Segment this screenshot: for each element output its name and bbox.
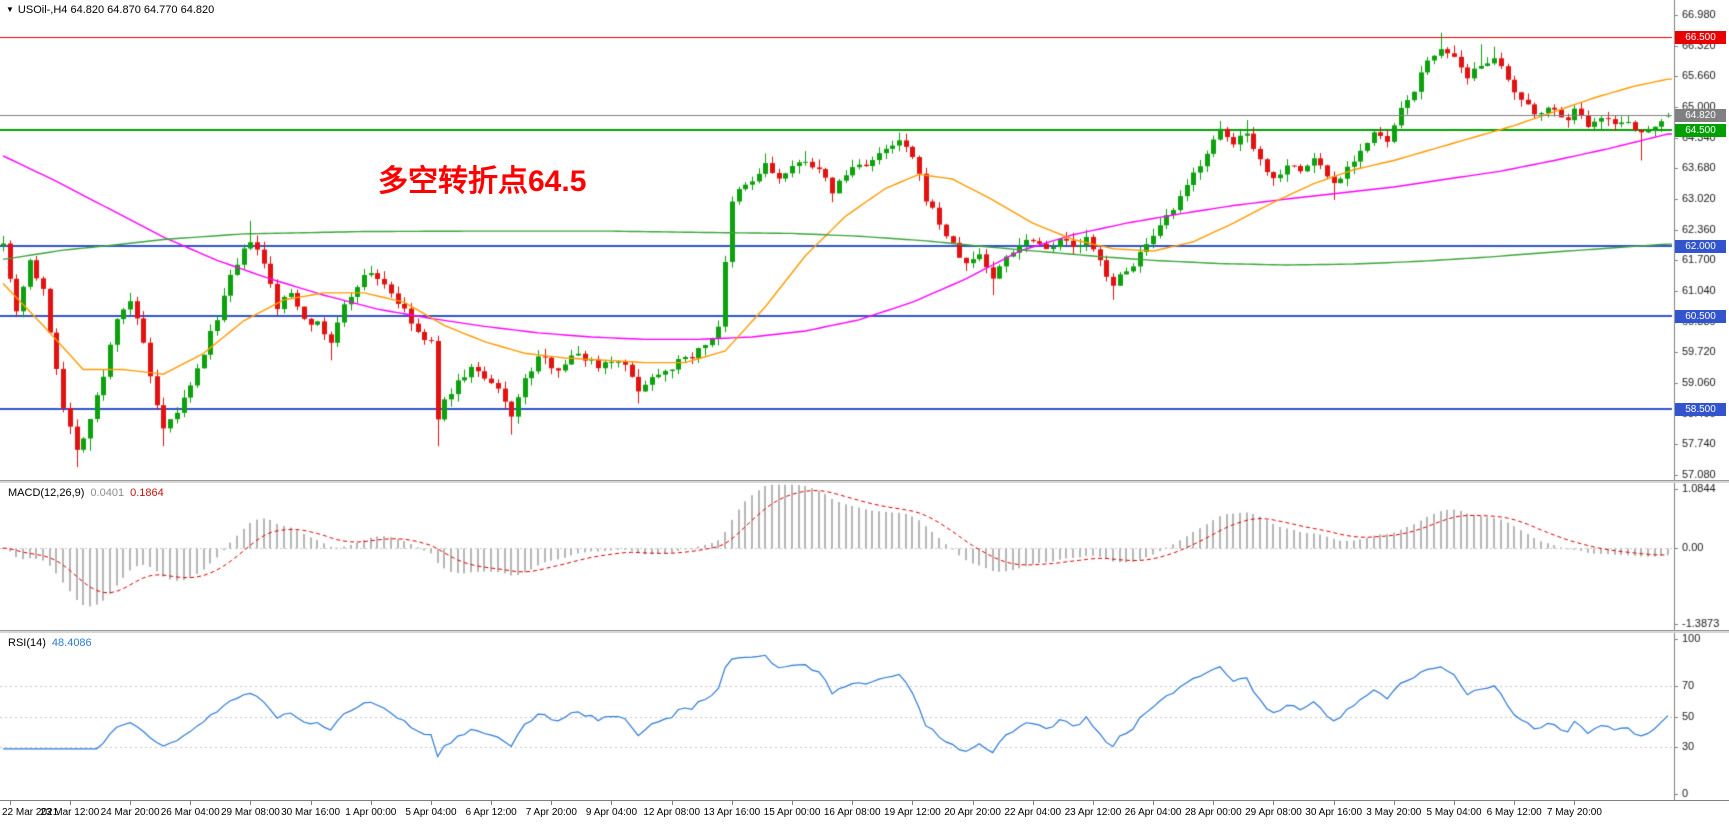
- price-tag-bid: 64.820: [1675, 108, 1726, 122]
- time-label: 5 May 04:00: [1426, 807, 1482, 818]
- time-label: 7 Apr 20:00: [525, 807, 577, 818]
- time-axis-tick: [611, 801, 612, 805]
- time-axis-tick: [190, 801, 191, 805]
- time-axis-tick: [1514, 801, 1515, 805]
- time-axis-tick: [311, 801, 312, 805]
- time-label: 13 Apr 16:00: [703, 807, 761, 818]
- rsi-label: RSI(14) 48.4086: [8, 637, 92, 649]
- time-label: 7 May 20:00: [1546, 807, 1602, 818]
- price-tag-64.500: 64.500: [1675, 123, 1726, 137]
- time-label: 22 Mar 2021: [2, 807, 59, 818]
- time-label: 28 Apr 00:00: [1184, 807, 1242, 818]
- time-axis-tick: [371, 801, 372, 805]
- time-label: 20 Apr 20:00: [944, 807, 1001, 818]
- time-axis[interactable]: 22 Mar 2021 23 Mar 12:00 24 Mar 20:00 26 Ma…: [0, 800, 1729, 827]
- panel-splitter-macd[interactable]: [0, 480, 1729, 483]
- time-axis-tick: [973, 801, 974, 805]
- panel-splitter-rsi[interactable]: [0, 630, 1729, 633]
- time-label: 15 Apr 00:00: [763, 807, 821, 818]
- time-label: 30 Mar 16:00: [281, 807, 341, 818]
- price-tag-62.000: 62.000: [1675, 239, 1726, 253]
- time-label: 12 Apr 08:00: [643, 807, 701, 818]
- price-tag-58.500: 58.500: [1675, 402, 1726, 416]
- time-label: 30 Apr 16:00: [1305, 807, 1363, 818]
- time-label: 24 Mar 20:00: [100, 807, 160, 818]
- time-label: 19 Apr 12:00: [884, 807, 941, 818]
- time-axis-tick: [10, 801, 11, 805]
- time-label: 5 Apr 04:00: [405, 807, 457, 818]
- time-axis-tick: [1213, 801, 1214, 805]
- time-label: 1 Apr 00:00: [345, 807, 397, 818]
- chart-title: ▼ USOil-,H4 64.820 64.870 64.770 64.820: [6, 4, 214, 16]
- time-label: 26 Mar 04:00: [160, 807, 220, 818]
- time-axis-tick: [1574, 801, 1575, 805]
- time-label: 9 Apr 04:00: [585, 807, 638, 818]
- time-label: 6 May 12:00: [1486, 807, 1542, 818]
- macd-label: MACD(12,26,9) 0.0401 0.1864: [8, 487, 164, 499]
- macd-signal-value: 0.1864: [130, 487, 164, 499]
- time-axis-tick: [1153, 801, 1154, 805]
- time-axis-tick: [551, 801, 552, 805]
- price-tag-66.500: 66.500: [1675, 30, 1726, 44]
- time-label: 29 Apr 08:00: [1245, 807, 1302, 818]
- time-label: 6 Apr 12:00: [465, 807, 517, 818]
- chart-annotation[interactable]: 多空转折点64.5: [378, 165, 587, 198]
- time-axis-tick: [732, 801, 733, 805]
- time-axis-tick: [852, 801, 853, 805]
- time-axis-tick: [1454, 801, 1455, 805]
- time-axis-tick: [792, 801, 793, 805]
- time-axis-tick: [1033, 801, 1034, 805]
- time-axis-tick: [1273, 801, 1274, 805]
- time-axis-tick: [70, 801, 71, 805]
- time-label: 29 Mar 08:00: [220, 807, 280, 818]
- time-axis-tick: [250, 801, 251, 805]
- symbol-marker-icon: ▼: [6, 5, 14, 14]
- time-axis-tick: [130, 801, 131, 805]
- rsi-value: 48.4086: [51, 637, 92, 649]
- time-axis-tick: [1394, 801, 1395, 805]
- time-axis-tick: [1093, 801, 1094, 805]
- price-tag-60.500: 60.500: [1675, 309, 1726, 323]
- time-axis-tick: [431, 801, 432, 805]
- chart-canvas[interactable]: [0, 0, 1729, 800]
- macd-main-value: 0.0401: [90, 487, 125, 499]
- rsi-name: RSI(14): [8, 637, 46, 649]
- time-label: 26 Apr 04:00: [1124, 807, 1182, 818]
- time-axis-tick: [672, 801, 673, 805]
- time-label: 23 Mar 12:00: [40, 807, 100, 818]
- time-axis-tick: [1334, 801, 1335, 805]
- macd-name: MACD(12,26,9): [8, 487, 85, 499]
- time-axis-tick: [491, 801, 492, 805]
- time-label: 22 Apr 04:00: [1004, 807, 1062, 818]
- chart-title-text: USOil-,H4 64.820 64.870 64.770 64.820: [17, 4, 215, 16]
- time-label: 3 May 20:00: [1366, 807, 1422, 818]
- time-label: 23 Apr 12:00: [1064, 807, 1122, 818]
- time-label: 16 Apr 08:00: [823, 807, 881, 818]
- time-axis-tick: [912, 801, 913, 805]
